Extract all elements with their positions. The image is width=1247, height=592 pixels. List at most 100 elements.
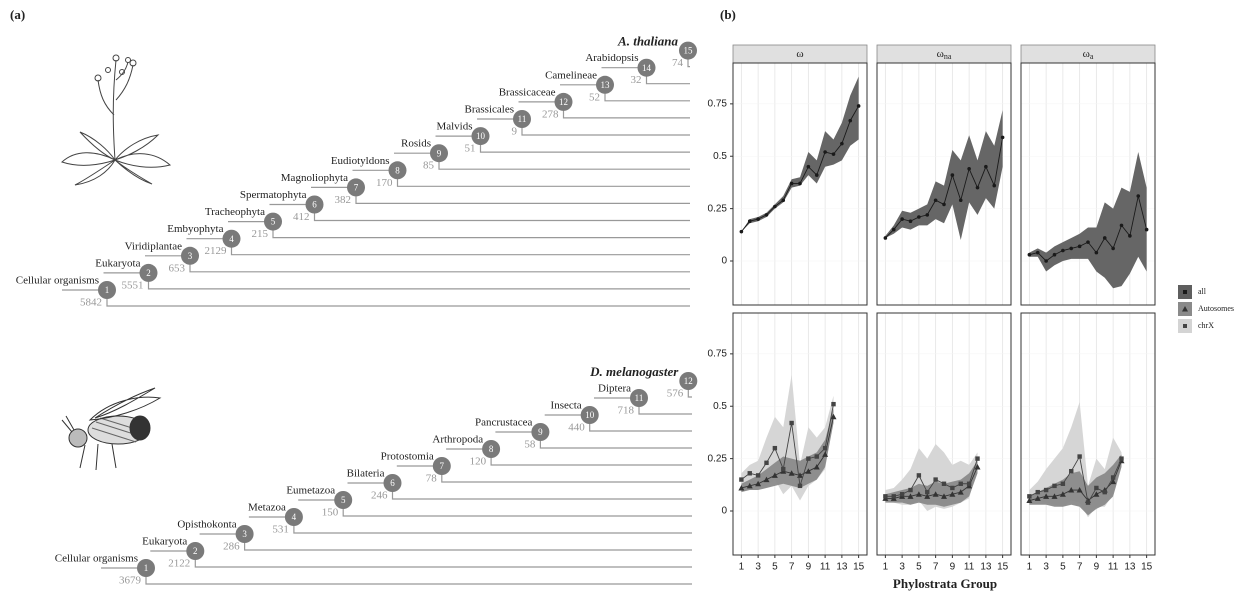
point (747, 219, 752, 223)
point (891, 494, 896, 499)
node (222, 229, 241, 248)
point (1110, 478, 1117, 485)
branch (479, 136, 690, 153)
node-name: Arabidopsis (585, 52, 638, 64)
legend-label: chrX (1198, 321, 1214, 330)
node-number: 7 (440, 461, 445, 471)
point (1077, 244, 1082, 249)
node-count: 440 (568, 422, 585, 434)
x-tick-label: 7 (789, 562, 795, 573)
x-tick-label: 5 (772, 562, 778, 573)
point (755, 473, 761, 478)
panel-border (1020, 312, 1156, 556)
branch (355, 187, 690, 204)
branch (391, 483, 692, 500)
point (1069, 246, 1074, 251)
point (755, 480, 762, 487)
point (957, 489, 964, 495)
point (1102, 236, 1107, 240)
node-count: 78 (426, 473, 438, 485)
point (1035, 250, 1040, 255)
node-count: 58 (524, 439, 536, 451)
branch (147, 272, 690, 290)
node (637, 58, 656, 77)
point (806, 456, 811, 461)
branch (562, 101, 690, 119)
point (1044, 259, 1048, 263)
point (1059, 491, 1066, 497)
point (831, 401, 836, 407)
point (891, 227, 896, 232)
point (756, 217, 760, 221)
point (1060, 481, 1066, 486)
x-tick-label: 13 (980, 562, 992, 573)
node-count: 170 (376, 177, 393, 189)
point (739, 229, 744, 234)
node-number: 9 (437, 148, 442, 158)
point (822, 451, 829, 457)
y-tick-label: 0 (721, 256, 727, 267)
node-count: 2129 (205, 245, 228, 257)
facet-title: ωa (1083, 48, 1094, 61)
facet-title: ωna (937, 48, 952, 61)
x-tick-label: 5 (916, 562, 922, 573)
point (925, 489, 930, 495)
node-count: 51 (465, 143, 476, 155)
point (814, 173, 819, 177)
x-tick-label: 1 (883, 562, 889, 573)
x-tick-label: 3 (899, 562, 905, 573)
point (773, 204, 777, 209)
panel-border (1020, 62, 1156, 306)
node-count: 653 (169, 262, 186, 274)
x-tick-label: 13 (836, 562, 848, 573)
point (1111, 246, 1115, 251)
x-tick-label: 5 (1060, 562, 1066, 573)
point (747, 471, 752, 476)
panel-border (732, 62, 868, 306)
point (950, 485, 955, 491)
legend-marker (1182, 306, 1188, 312)
point (764, 460, 769, 466)
facet-title-main: ω (796, 48, 803, 60)
node-number: 4 (292, 512, 297, 522)
panel-border (876, 62, 1012, 306)
point (797, 483, 803, 489)
point (789, 420, 794, 426)
node-name: Pancrustacea (475, 417, 533, 429)
branch (293, 517, 692, 534)
node-name: Embyophyta (167, 223, 223, 235)
point (974, 464, 981, 470)
branch (106, 290, 690, 307)
branch (313, 204, 690, 222)
node-count: 85 (423, 160, 435, 172)
legend-marker (1183, 324, 1187, 328)
node-count: 286 (223, 541, 240, 553)
node-count: 74 (672, 57, 684, 69)
x-tick-label: 9 (1094, 562, 1100, 573)
species-name: A. thaliana (617, 34, 678, 49)
panel-label: (b) (720, 7, 736, 22)
x-tick-label: 9 (950, 562, 956, 573)
x-tick-label: 3 (755, 562, 761, 573)
point (805, 468, 812, 474)
node-number: 7 (354, 182, 359, 192)
facet-title-sub: a (1090, 52, 1094, 61)
node (235, 525, 254, 543)
node-name: Tracheophyta (205, 206, 265, 218)
node (284, 508, 303, 526)
point (788, 470, 795, 476)
point (1027, 252, 1032, 257)
node (430, 144, 448, 163)
point (738, 484, 745, 491)
branch (244, 534, 692, 551)
point (924, 493, 931, 499)
node-number: 8 (489, 444, 494, 454)
branch (189, 255, 690, 273)
point (848, 118, 853, 123)
panel-background (733, 313, 867, 555)
point (941, 481, 947, 486)
point (932, 491, 939, 497)
species-name: D. melanogaster (589, 364, 679, 379)
point (950, 173, 955, 177)
